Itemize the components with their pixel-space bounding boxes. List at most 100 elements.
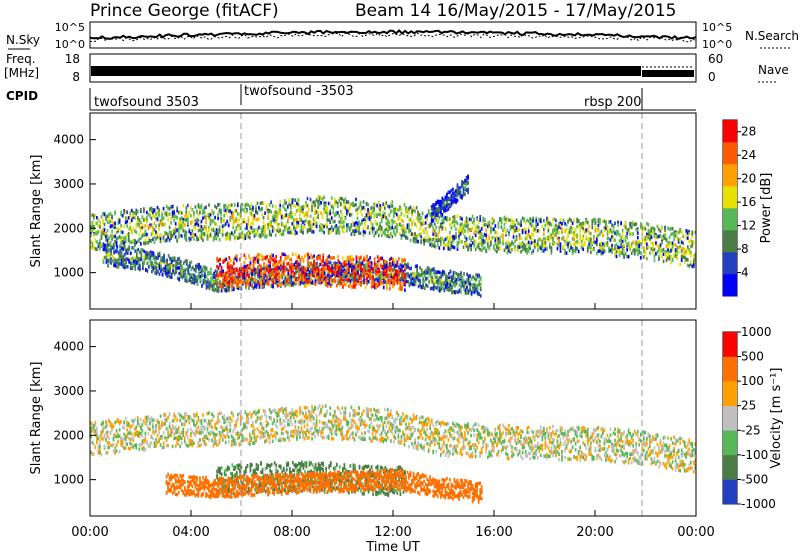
- power-cell: [268, 229, 271, 234]
- power-cell: [154, 265, 156, 269]
- power-cell: [494, 239, 497, 243]
- power-cell: [343, 199, 345, 203]
- power-cell: [533, 239, 536, 243]
- power-cell: [253, 231, 256, 235]
- power-cell: [449, 279, 452, 284]
- power-cell: [276, 283, 279, 288]
- power-cell: [204, 272, 206, 277]
- power-cell: [414, 222, 416, 226]
- power-cell: [653, 229, 656, 233]
- power-cell: [120, 250, 123, 255]
- power-cell: [324, 210, 327, 214]
- power-cell: [329, 230, 332, 234]
- power-cell: [594, 229, 597, 233]
- power-cell: [658, 234, 660, 239]
- power-cell: [147, 241, 150, 245]
- power-cell: [467, 220, 469, 225]
- power-cell: [573, 219, 575, 223]
- power-cell: [193, 211, 195, 216]
- power-cell: [449, 239, 451, 243]
- power-cell: [472, 283, 474, 287]
- power-cell: [153, 235, 156, 240]
- power-cell: [497, 225, 500, 229]
- power-cell: [382, 275, 385, 279]
- power-cell: [296, 225, 298, 229]
- power-cell: [683, 255, 686, 260]
- power-cell: [676, 245, 679, 250]
- power-cell: [106, 214, 109, 219]
- power-cell: [650, 230, 653, 234]
- power-cell: [457, 272, 459, 277]
- power-cell: [568, 230, 571, 235]
- power-cell: [459, 215, 462, 220]
- power-cell: [353, 203, 356, 208]
- power-cell: [644, 235, 647, 240]
- power-cell: [523, 247, 525, 251]
- power-cell: [216, 258, 218, 263]
- power-cell: [244, 211, 247, 215]
- power-cell: [603, 228, 606, 233]
- power-cell: [127, 216, 130, 220]
- power-cell: [347, 223, 350, 227]
- nsky-series: [89, 29, 697, 41]
- power-cell: [222, 277, 225, 282]
- power-cell: [350, 212, 353, 217]
- power-cell: [290, 266, 293, 270]
- power-cell: [272, 263, 275, 267]
- power-cell: [308, 276, 311, 281]
- power-cell: [567, 232, 569, 237]
- power-cell: [361, 213, 363, 217]
- power-cell: [443, 272, 446, 276]
- power-cell: [488, 246, 491, 251]
- power-cell: [653, 258, 656, 263]
- power-cell: [281, 270, 284, 275]
- power-cell: [486, 238, 489, 243]
- power-cell: [589, 250, 592, 255]
- power-cell: [167, 263, 170, 267]
- power-cell: [460, 271, 462, 275]
- power-cell: [582, 226, 585, 231]
- power-cell: [371, 205, 374, 210]
- power-cell: [405, 275, 408, 280]
- power-cell: [113, 256, 115, 261]
- power-cell: [446, 243, 448, 247]
- power-cell: [102, 211, 104, 216]
- power-cell: [104, 246, 106, 251]
- power-cell: [326, 224, 329, 229]
- power-cell: [222, 269, 225, 273]
- power-cell: [467, 245, 469, 250]
- power-cell: [429, 274, 432, 278]
- power-cell: [414, 209, 416, 214]
- power-cell: [615, 254, 618, 259]
- power-cell: [535, 216, 538, 221]
- power-cell: [355, 202, 357, 207]
- power-cell: [652, 248, 654, 252]
- power-cell: [576, 233, 579, 238]
- power-cell: [124, 210, 127, 214]
- power-cell: [398, 265, 400, 270]
- power-cell: [231, 265, 234, 269]
- power-cell: [218, 208, 221, 212]
- power-cell: [612, 229, 615, 233]
- power-cell: [128, 245, 131, 249]
- power-cell: [276, 267, 279, 272]
- power-cell: [673, 242, 675, 247]
- power-cell: [588, 245, 591, 250]
- power-cell: [208, 280, 211, 284]
- power-cell: [476, 228, 479, 233]
- power-cell: [121, 236, 124, 240]
- power-cell: [199, 207, 201, 212]
- cpid-segment-1: twofsound 3503: [94, 95, 199, 110]
- power-cell: [301, 273, 303, 277]
- power-cell: [330, 225, 333, 229]
- power-cell: [295, 271, 297, 275]
- power-cell: [617, 220, 619, 225]
- power-cell: [476, 290, 479, 295]
- power-cell: [483, 246, 486, 250]
- power-cell: [178, 261, 181, 266]
- power-cell: [195, 278, 197, 283]
- power-cell: [164, 239, 166, 243]
- power-cell: [689, 250, 692, 255]
- power-cell: [642, 225, 645, 230]
- power-cell: [241, 235, 244, 239]
